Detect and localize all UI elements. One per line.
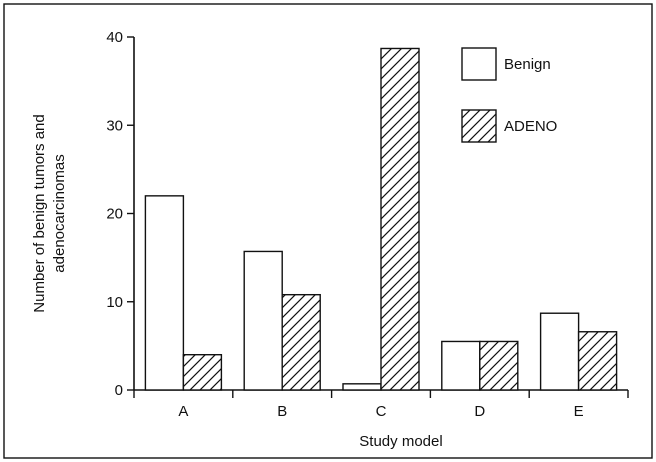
y-axis-title: Number of benign tumors and adenocarcinom… (31, 114, 68, 312)
y-tick-label: 0 (115, 382, 123, 399)
x-tick-label: E (574, 403, 584, 420)
bar-benign-a (144, 195, 185, 391)
y-axis-title-line: adenocarcinomas (51, 154, 68, 272)
legend: Benign ADENO (461, 47, 557, 143)
bar-adeno-b (281, 293, 321, 391)
y-tick-label: 10 (106, 294, 123, 311)
bar-benign-b (243, 250, 283, 391)
y-tick-label: 40 (106, 29, 123, 46)
bar-benign-c (342, 383, 382, 391)
x-axis-title: Study model (359, 433, 442, 450)
axis-labels: Study model Number of benign tumors and ad… (31, 114, 443, 450)
bars (144, 47, 618, 391)
legend-label-adeno: ADENO (504, 118, 557, 135)
bar-adeno-e (577, 331, 618, 391)
x-tick-label: B (277, 403, 287, 420)
chart-frame (3, 3, 653, 459)
y-axis-title-line: Number of benign tumors and (31, 114, 48, 312)
x-tick-label: A (178, 403, 188, 420)
bar-benign-e (539, 312, 580, 391)
legend-label-benign: Benign (504, 56, 551, 73)
bar-adeno-c (380, 47, 420, 391)
y-tick-label: 20 (106, 206, 123, 223)
legend-swatch-adeno (461, 109, 497, 143)
x-tick-label: C (376, 403, 387, 420)
bar-benign-d (441, 340, 481, 391)
y-tick-label: 30 (106, 117, 123, 134)
x-tick-label: D (474, 403, 485, 420)
bar-adeno-a (182, 354, 223, 391)
bar-adeno-d (479, 340, 519, 391)
legend-swatch-benign (461, 47, 497, 81)
